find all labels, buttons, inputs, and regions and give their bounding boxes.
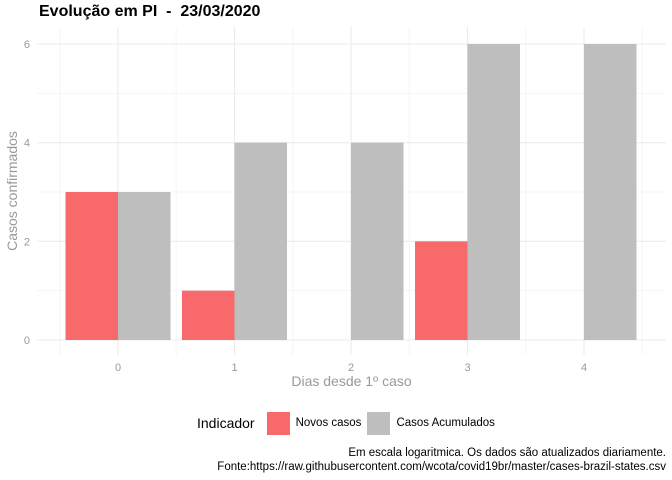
legend-swatch-acumulados [367,411,391,435]
bar-acumulados [584,44,637,340]
x-tick-label: 0 [115,362,121,374]
x-axis-title: Dias desde 1º caso [291,373,412,389]
x-tick-label: 2 [348,362,354,374]
y-tick-label: 6 [24,39,30,51]
legend: Indicador Novos casos Casos Acumulados [197,410,495,436]
x-tick-label: 4 [581,362,587,374]
y-tick-label: 4 [24,138,30,150]
bar-acumulados [118,192,171,340]
legend-swatch-novos [266,411,290,435]
caption-line-2: Fonte:https://raw.githubusercontent.com/… [217,461,666,473]
bar-novos [182,290,235,340]
legend-item-novos: Novos casos [266,411,362,435]
chart-title: Evolução em PI - 23/03/2020 [39,3,261,20]
y-tick-label: 2 [24,236,30,248]
bar-acumulados [234,142,287,340]
caption-line-1: Em escala logaritmica. Os dados são atua… [348,447,666,459]
legend-title: Indicador [197,415,255,431]
x-tick-label: 1 [231,362,237,374]
y-tick-label: 0 [24,335,30,347]
bar-acumulados [351,142,404,340]
legend-label-novos: Novos casos [295,417,362,429]
legend-label-acumulados: Casos Acumulados [396,417,495,429]
bar-novos [65,192,118,340]
y-axis-title: Casos confirmados [4,131,20,251]
legend-item-acumulados: Casos Acumulados [367,411,495,435]
x-tick-label: 3 [464,362,470,374]
bar-novos [415,241,468,340]
bar-acumulados [467,44,520,340]
